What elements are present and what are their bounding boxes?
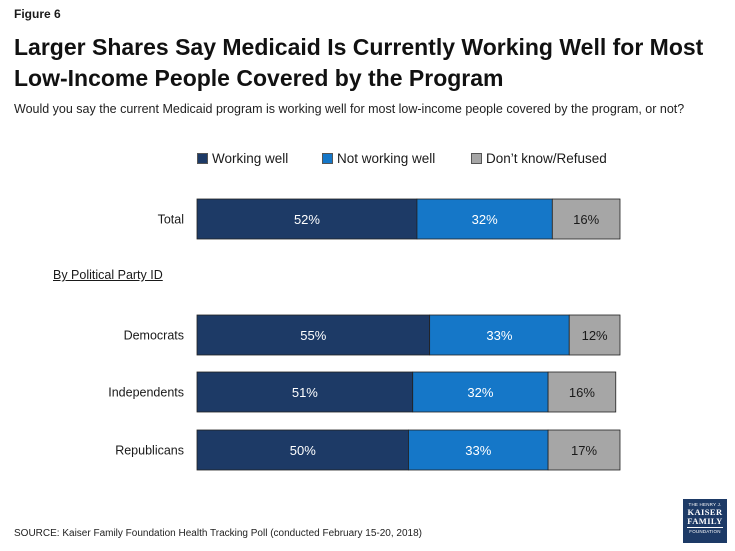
bar-democrats-working-well [196, 314, 431, 356]
category-label-total: Total [158, 213, 184, 227]
legend-item-not-working-well: Not working well [322, 151, 435, 166]
data-label-total-not-working-well: 32% [472, 212, 498, 227]
category-label-democrats: Democrats [124, 329, 184, 343]
legend-item-working-well: Working well [197, 151, 288, 166]
data-label-total-dont-know: 16% [573, 212, 599, 227]
data-label-democrats-dont-know: 12% [582, 328, 608, 343]
logo-line-4: FOUNDATION [689, 529, 721, 534]
section-label-political-party: By Political Party ID [53, 268, 163, 282]
data-label-democrats-working-well: 55% [300, 328, 326, 343]
legend-label-dont-know: Don’t know/Refused [486, 151, 607, 166]
bar-independents-not-working-well [412, 371, 549, 413]
logo-line-2: KAISER [687, 507, 723, 517]
category-label-republicans: Republicans [115, 444, 184, 458]
legend-label-working-well: Working well [212, 151, 289, 166]
data-label-independents-not-working-well: 32% [467, 385, 493, 400]
logo-rule [687, 527, 723, 528]
data-label-republicans-working-well: 50% [290, 443, 316, 458]
legend-swatch-working-well [197, 153, 208, 164]
data-label-republicans-dont-know: 17% [571, 443, 597, 458]
bar-democrats-not-working-well [429, 314, 570, 356]
bar-total-dont-know [551, 198, 621, 240]
legend-label-not-working-well: Not working well [337, 151, 436, 166]
bar-republicans-dont-know [547, 429, 621, 471]
legend-swatch-not-working-well [322, 153, 333, 164]
data-label-independents-dont-know: 16% [569, 385, 595, 400]
legend-item-dont-know: Don’t know/Refused [471, 151, 607, 166]
category-label-independents: Independents [108, 386, 184, 400]
logo-line-3: FAMILY [687, 516, 723, 526]
bar-democrats-dont-know [568, 314, 621, 356]
logo-line-1: THE HENRY J. [688, 502, 722, 507]
data-label-democrats-not-working-well: 33% [486, 328, 512, 343]
figure-label: Figure 6 [14, 7, 61, 21]
chart-title: Larger Shares Say Medicaid Is Currently … [14, 34, 704, 91]
kff-logo: THE HENRY J. KAISER FAMILY FOUNDATION [683, 499, 727, 543]
data-label-republicans-not-working-well: 33% [465, 443, 491, 458]
source-note: SOURCE: Kaiser Family Foundation Health … [14, 528, 422, 539]
bar-independents-dont-know [547, 371, 617, 413]
bar-republicans-working-well [196, 429, 409, 471]
bar-republicans-not-working-well [408, 429, 549, 471]
data-label-total-working-well: 52% [294, 212, 320, 227]
data-label-independents-working-well: 51% [292, 385, 318, 400]
chart-subtitle: Would you say the current Medicaid progr… [14, 102, 685, 116]
legend-swatch-dont-know [471, 153, 482, 164]
